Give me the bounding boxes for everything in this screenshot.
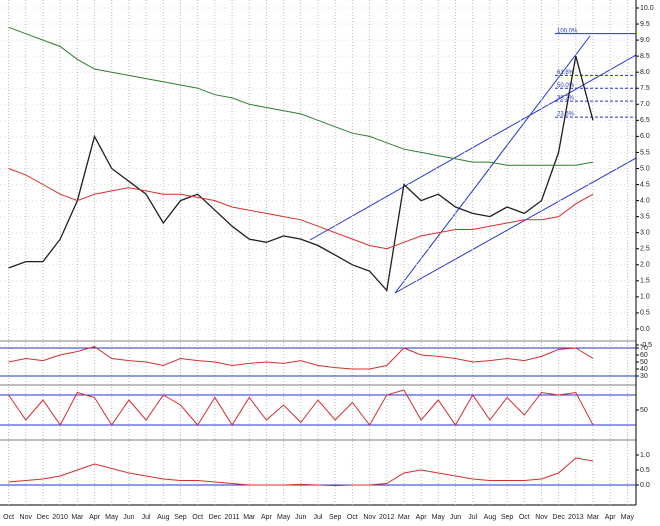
x-tick-label: Oct: [3, 514, 14, 521]
y-tick-label: 8.5: [640, 53, 650, 60]
fib-label: 61.8%: [557, 70, 575, 76]
x-tick-label: Mar: [587, 514, 600, 521]
y-tick-label: 0.0: [640, 482, 650, 489]
fib-label: 50.0%: [557, 83, 575, 89]
x-tick-label: 2011: [225, 514, 240, 521]
y-tick-label: 7.0: [640, 101, 650, 108]
y-tick-label: 0.5: [640, 310, 650, 317]
y-tick-label: 0.5: [640, 467, 650, 474]
x-tick-label: Nov: [363, 514, 376, 521]
x-tick-label: Sep: [174, 514, 187, 521]
y-tick-label: 5.5: [640, 149, 650, 156]
x-tick-label: Apr: [261, 514, 273, 521]
x-tick-label: Sep: [329, 514, 342, 521]
x-tick-label: May: [105, 514, 119, 521]
x-tick-label: Nov: [535, 514, 548, 521]
y-tick-label: -0.5: [640, 342, 652, 349]
series-line: [8, 26, 594, 166]
x-tick-label: Oct: [519, 514, 530, 521]
x-tick-label: 2012: [379, 514, 395, 521]
y-tick-label: 6.5: [640, 117, 650, 124]
series-line: [8, 55, 594, 292]
x-tick-label: Sep: [501, 514, 514, 521]
y-tick-label: 1.5: [640, 278, 650, 285]
x-tick-label: Jul: [142, 514, 151, 521]
fib-trend-line: [394, 35, 591, 294]
y-tick-label: 5.0: [640, 165, 650, 172]
x-tick-label: Apr: [89, 514, 101, 521]
y-tick-label: 70: [640, 345, 648, 352]
x-tick-label: Jun: [450, 514, 461, 521]
x-tick-label: Apr: [605, 514, 617, 521]
x-tick-label: 2013: [568, 514, 584, 521]
y-tick-label: 1.0: [640, 294, 650, 301]
x-tick-label: 2010: [52, 514, 68, 521]
y-tick-label: 7.5: [640, 85, 650, 92]
y-tick-label: 4.0: [640, 197, 650, 204]
fib-label: 100.0%: [557, 28, 578, 34]
x-tick-label: May: [621, 514, 635, 521]
fib-label: 38.2%: [557, 96, 575, 102]
y-tick-label: 40: [640, 366, 648, 373]
y-tick-label: 9.0: [640, 37, 650, 44]
x-tick-label: Oct: [347, 514, 358, 521]
x-tick-label: Dec: [209, 514, 222, 521]
y-tick-label: 50: [640, 359, 648, 366]
x-tick-label: Aug: [484, 514, 497, 521]
x-tick-label: Mar: [398, 514, 411, 521]
y-tick-label: 60: [640, 352, 648, 359]
x-tick-label: Mar: [71, 514, 84, 521]
x-tick-label: May: [432, 514, 446, 521]
x-tick-label: Dec: [552, 514, 565, 521]
y-tick-label: 2.0: [640, 262, 650, 269]
x-tick-label: Dec: [37, 514, 50, 521]
x-tick-label: Apr: [416, 514, 428, 521]
y-tick-label: 3.5: [640, 213, 650, 220]
channel-line: [394, 157, 637, 294]
y-tick-label: 2.5: [640, 246, 650, 253]
x-tick-label: Jul: [468, 514, 477, 521]
x-tick-label: Nov: [20, 514, 33, 521]
x-tick-label: Oct: [192, 514, 203, 521]
y-tick-label: 1.0: [640, 452, 650, 459]
series-line: [8, 168, 594, 250]
x-tick-label: May: [277, 514, 291, 521]
y-tick-label: 4.5: [640, 181, 650, 188]
y-tick-label: 3.0: [640, 230, 650, 237]
series-line: [8, 346, 594, 370]
series-line: [8, 457, 594, 487]
x-tick-label: Jun: [123, 514, 134, 521]
y-tick-label: 50: [640, 407, 648, 414]
y-tick-label: 10.0: [640, 5, 654, 12]
y-tick-label: 9.5: [640, 21, 650, 28]
x-tick-label: Mar: [243, 514, 256, 521]
y-tick-label: 30: [640, 373, 648, 380]
x-tick-label: Jul: [314, 514, 323, 521]
x-tick-label: Jun: [295, 514, 306, 521]
y-tick-label: 0.0: [640, 326, 650, 333]
x-tick-label: Aug: [157, 514, 170, 521]
y-tick-label: 8.0: [640, 69, 650, 76]
series-line: [8, 389, 594, 426]
y-tick-label: 6.0: [640, 133, 650, 140]
